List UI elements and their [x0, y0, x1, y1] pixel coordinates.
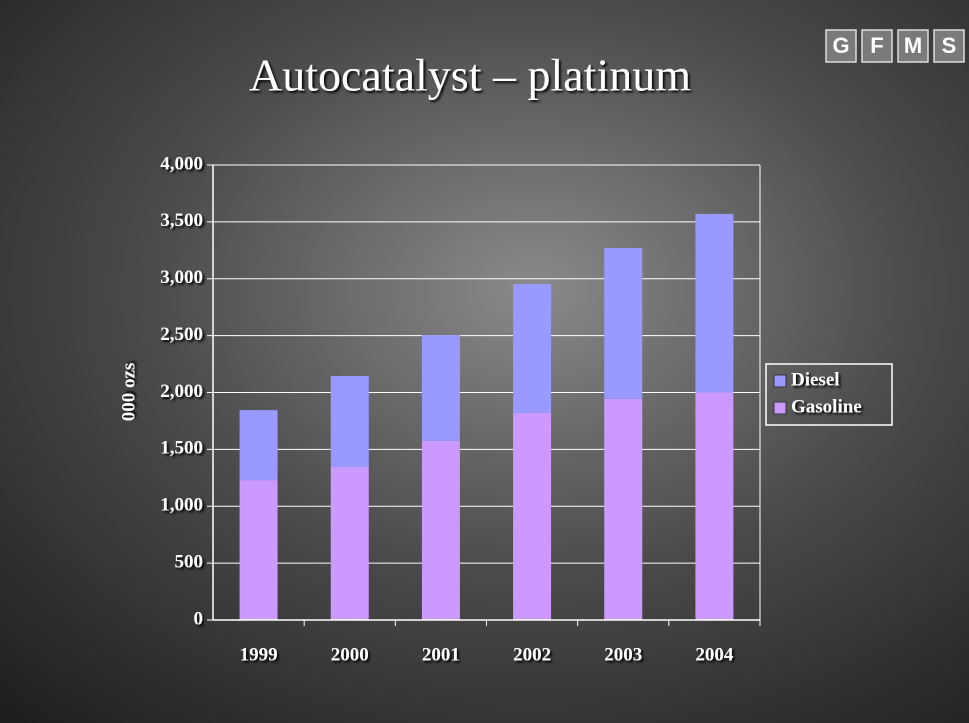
- y-tick-label: 3,000: [160, 267, 203, 288]
- y-tick-label: 0: [194, 608, 204, 629]
- x-tick-label: 2003: [604, 644, 642, 665]
- bar-segment: [421, 440, 460, 620]
- y-tick-label: 500: [175, 551, 204, 572]
- bar-segment: [695, 392, 734, 620]
- logo-letter: G: [832, 33, 849, 58]
- y-tick-label: 1,500: [160, 438, 203, 459]
- legend-label: Diesel: [791, 369, 840, 390]
- bar-segment: [330, 467, 369, 620]
- legend-swatch: [773, 401, 787, 415]
- x-tick-label: 2000: [331, 644, 369, 665]
- legend-swatch: [773, 374, 787, 388]
- x-tick-label: 2001: [422, 644, 460, 665]
- legend-box: [765, 363, 893, 426]
- logo-box: [897, 29, 929, 63]
- y-tick-label: 1,000: [160, 495, 203, 516]
- x-tick-label: 2002: [513, 644, 551, 665]
- slide-title: Autocatalyst – platinum: [249, 50, 691, 101]
- y-tick-label: 2,500: [160, 324, 203, 345]
- bar-segment: [513, 412, 552, 620]
- x-tick-label: 1999: [240, 644, 278, 665]
- bar-segment: [604, 398, 643, 620]
- bar-segment: [513, 283, 552, 413]
- logo-letter: M: [904, 33, 922, 58]
- y-tick-label: 4,000: [160, 153, 203, 174]
- bar-segment: [239, 410, 278, 481]
- logo-box: [825, 29, 857, 63]
- logo-letter: F: [870, 33, 883, 58]
- bar-segment: [330, 376, 369, 468]
- bar-segment: [239, 480, 278, 620]
- y-tick-label: 2,000: [160, 381, 203, 402]
- y-axis-label: 000 ozs: [118, 363, 139, 422]
- bar-segment: [604, 248, 643, 399]
- x-tick-label: 2004: [695, 644, 734, 665]
- bar-segment: [695, 213, 734, 393]
- logo-letter: S: [942, 33, 957, 58]
- y-tick-label: 3,500: [160, 210, 203, 231]
- legend-label: Gasoline: [791, 396, 862, 417]
- logo-box: [861, 29, 893, 63]
- logo-box: [933, 29, 965, 63]
- bar-segment: [421, 335, 460, 441]
